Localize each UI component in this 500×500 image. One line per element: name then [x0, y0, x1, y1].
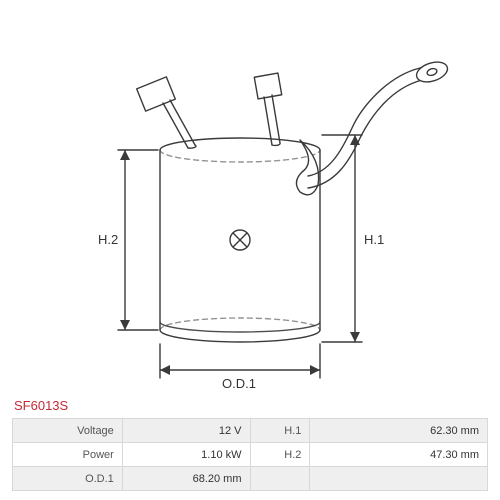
spec-value: 68.20 mm — [122, 467, 250, 491]
spec-label: H.2 — [250, 443, 310, 467]
technical-drawing: H.1 H.2 O.D.1 — [0, 0, 500, 395]
dimension-label-h1: H.1 — [364, 232, 384, 247]
product-code: SF6013S — [14, 398, 68, 413]
spec-value: 47.30 mm — [310, 443, 488, 467]
dimension-label-h2: H.2 — [98, 232, 118, 247]
spec-label: O.D.1 — [13, 467, 123, 491]
spec-label: Power — [13, 443, 123, 467]
table-row: O.D.1 68.20 mm — [13, 467, 488, 491]
spec-value: 1.10 kW — [122, 443, 250, 467]
table-row: Power 1.10 kW H.2 47.30 mm — [13, 443, 488, 467]
drawing-svg — [0, 0, 500, 395]
spec-label: Voltage — [13, 419, 123, 443]
dimension-label-od1: O.D.1 — [222, 376, 256, 391]
specs-table: Voltage 12 V H.1 62.30 mm Power 1.10 kW … — [12, 418, 488, 491]
spec-value: 12 V — [122, 419, 250, 443]
spec-label: H.1 — [250, 419, 310, 443]
spec-label — [250, 467, 310, 491]
spec-value — [310, 467, 488, 491]
spec-value: 62.30 mm — [310, 419, 488, 443]
table-row: Voltage 12 V H.1 62.30 mm — [13, 419, 488, 443]
